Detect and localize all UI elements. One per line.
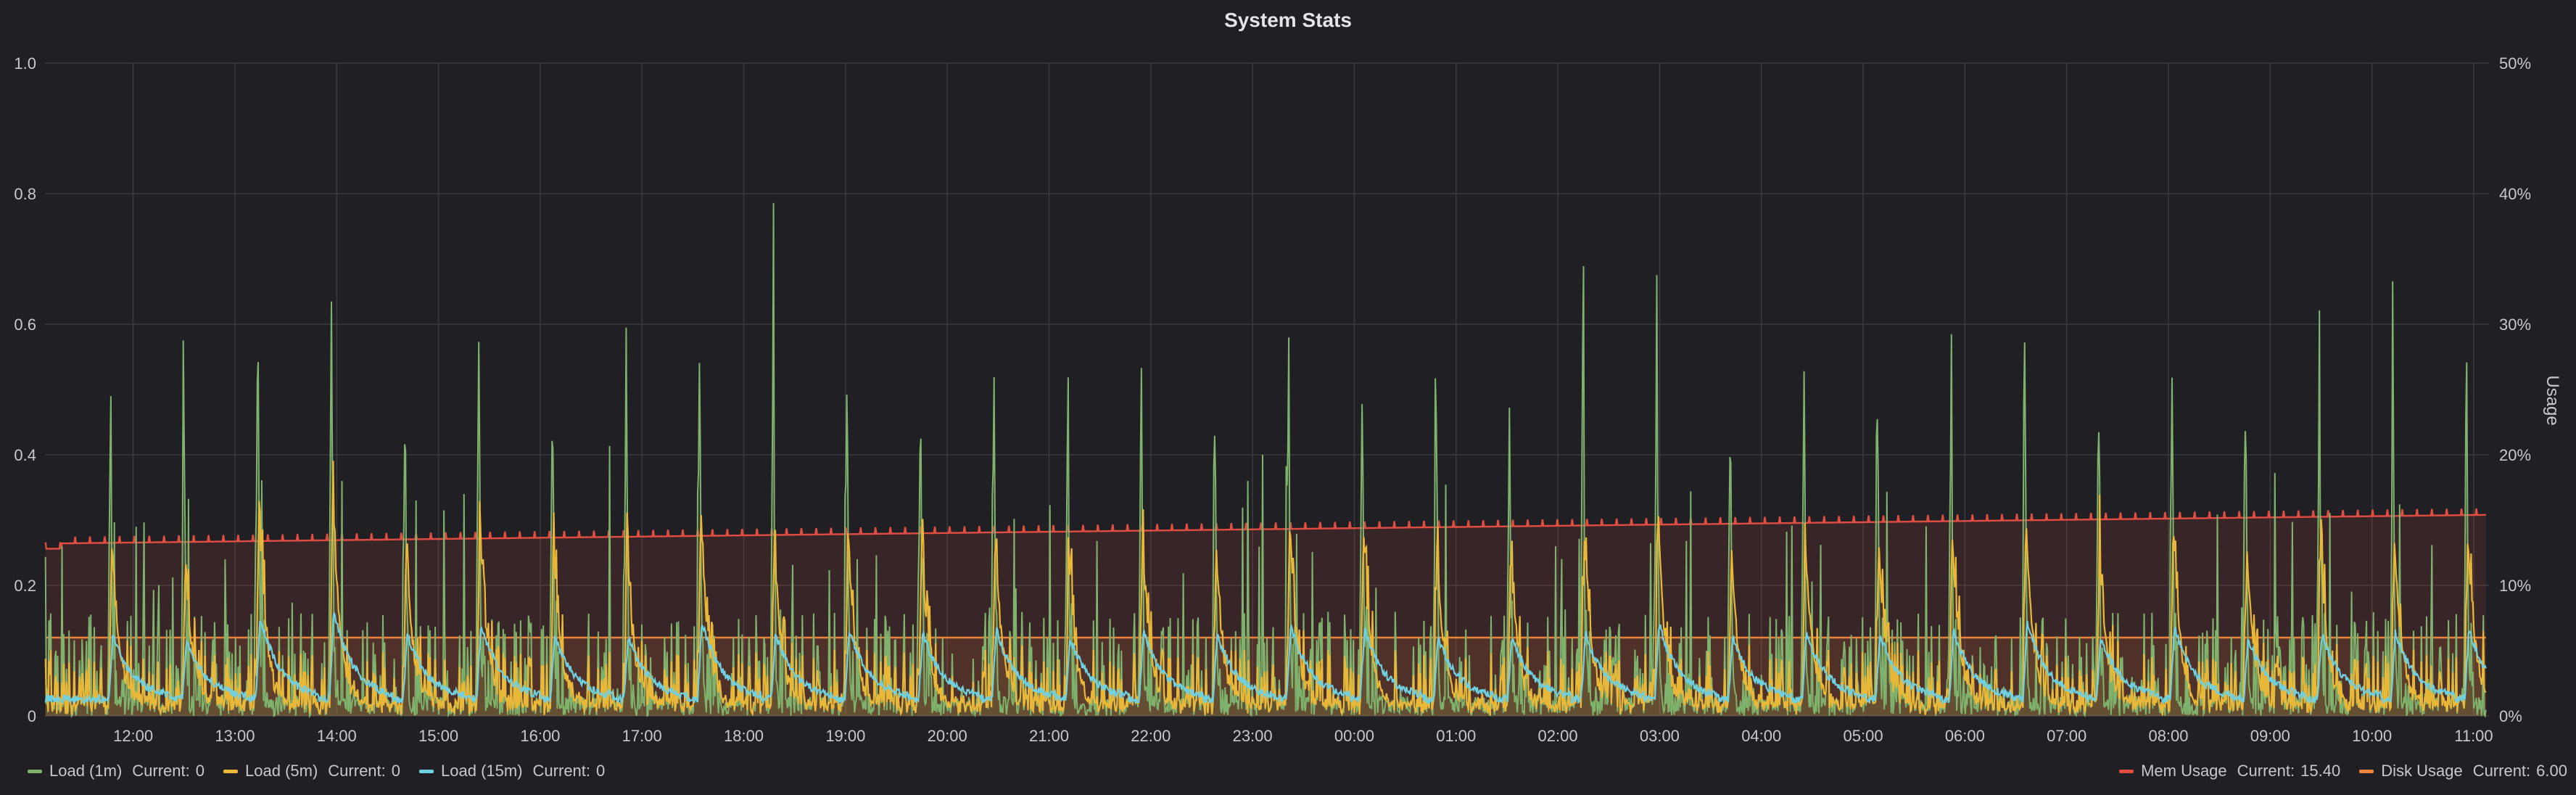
y-right-tick-label: 10%: [2499, 577, 2531, 595]
x-tick-label: 11:00: [2454, 727, 2493, 745]
y-left-tick-label: 0.8: [14, 185, 36, 203]
x-tick-label: 07:00: [2047, 727, 2086, 745]
y-left-tick-label: 0.6: [14, 316, 36, 334]
mem-usage-line: [44, 508, 2486, 550]
legend-series-name: Mem Usage: [2141, 762, 2227, 780]
x-tick-label: 15:00: [418, 727, 458, 745]
x-tick-label: 02:00: [1538, 727, 1578, 745]
x-tick-label: 16:00: [520, 727, 560, 745]
legend-swatch: [2359, 769, 2374, 773]
legend-swatch: [223, 769, 239, 773]
load-5m-line: [44, 461, 2487, 717]
legend-item-load-15m[interactable]: Load (15m) Current: 0: [419, 762, 605, 780]
chart[interactable]: 0 0.2 0.4 0.6 0.8 1.0 0% 10% 20% 30% 40% 50% 12:00…: [0, 0, 2576, 754]
legend-series-name: Load (15m): [441, 762, 523, 780]
y-right-tick-label: 0%: [2499, 707, 2522, 725]
grid: [45, 62, 2489, 717]
legend-series-name: Disk Usage: [2381, 762, 2463, 780]
x-tick-label: 17:00: [622, 727, 662, 745]
x-tick-label: 03:00: [1640, 727, 1680, 745]
y-right-axis-title: Usage: [2543, 375, 2562, 425]
legend-current-value: 0: [195, 762, 205, 780]
legend-item-load-1m[interactable]: Load (1m) Current: 0: [28, 762, 205, 780]
x-tick-label: 23:00: [1233, 727, 1273, 745]
y-left-tick-label: 0: [28, 707, 36, 725]
legend-current-value: 0: [391, 762, 401, 780]
y-right-tick-label: 50%: [2499, 54, 2531, 73]
legend-current-value: 0: [596, 762, 606, 780]
y-left-axis: 0 0.2 0.4 0.6 0.8 1.0: [14, 54, 36, 725]
legend-item-mem-usage[interactable]: Mem Usage Current: 15.40: [2119, 762, 2340, 780]
x-tick-label: 20:00: [928, 727, 967, 745]
x-tick-label: 09:00: [2250, 727, 2290, 745]
x-tick-label: 12:00: [113, 727, 153, 745]
legend-right: Mem Usage Current: 15.40 Disk Usage Curr…: [2119, 762, 2567, 780]
series-layer: [44, 202, 2487, 719]
legend-series-name: Load (1m): [49, 762, 123, 780]
x-tick-label: 22:00: [1131, 727, 1171, 745]
legend-current-label: Current:: [2237, 762, 2295, 780]
legend-current-value: 6.00: [2536, 762, 2567, 780]
y-right-tick-label: 20%: [2499, 446, 2531, 464]
legend-current-value: 15.40: [2300, 762, 2341, 780]
legend-item-disk-usage[interactable]: Disk Usage Current: 6.00: [2359, 762, 2567, 780]
load-15m-line: [44, 611, 2487, 706]
x-tick-label: 19:00: [825, 727, 865, 745]
x-tick-label: 08:00: [2148, 727, 2188, 745]
legend-swatch: [28, 769, 42, 773]
x-tick-label: 06:00: [1945, 727, 1985, 745]
x-tick-label: 00:00: [1334, 727, 1374, 745]
x-tick-label: 01:00: [1436, 727, 1476, 745]
legend-current-label: Current:: [2472, 762, 2531, 780]
legend-series-name: Load (5m): [245, 762, 318, 780]
x-tick-label: 10:00: [2352, 727, 2392, 745]
legend-current-label: Current:: [328, 762, 386, 780]
y-left-tick-label: 1.0: [14, 54, 36, 73]
legend-swatch: [2119, 769, 2134, 773]
panel-title[interactable]: System Stats: [1224, 9, 1352, 31]
y-left-tick-label: 0.4: [14, 446, 36, 464]
x-tick-label: 13:00: [215, 727, 255, 745]
legend-current-label: Current:: [532, 762, 591, 780]
y-right-tick-label: 30%: [2499, 316, 2531, 334]
y-right-axis: 0% 10% 20% 30% 40% 50%: [2499, 54, 2531, 725]
y-left-tick-label: 0.2: [14, 577, 36, 595]
y-right-tick-label: 40%: [2499, 185, 2531, 203]
legend-swatch: [419, 769, 434, 773]
legend-left: Load (1m) Current: 0 Load (5m) Current: …: [28, 762, 624, 780]
x-axis: 12:00 13:00 14:00 15:00 16:00 17:00 18:00 19:00…: [113, 727, 2493, 745]
x-tick-label: 18:00: [724, 727, 764, 745]
x-tick-label: 14:00: [317, 727, 357, 745]
x-tick-label: 21:00: [1029, 727, 1069, 745]
x-tick-label: 05:00: [1844, 727, 1883, 745]
legend-item-load-5m[interactable]: Load (5m) Current: 0: [223, 762, 400, 780]
legend-current-label: Current:: [132, 762, 190, 780]
x-tick-label: 04:00: [1741, 727, 1781, 745]
